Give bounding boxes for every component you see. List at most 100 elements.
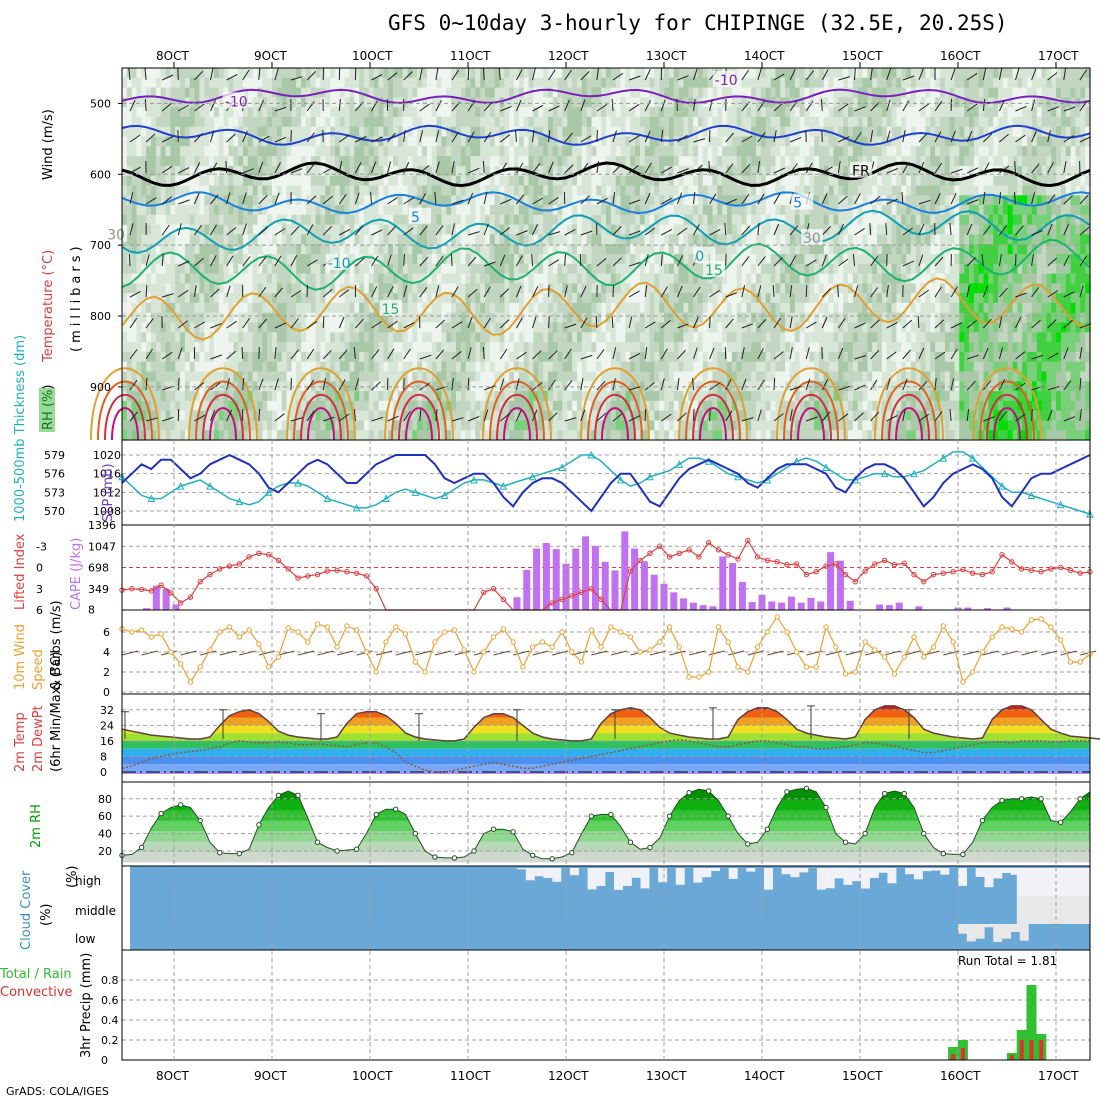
rh-cell [731, 420, 738, 431]
rh-cell [122, 68, 128, 79]
rh-cell [717, 87, 723, 98]
rh-cell [238, 214, 244, 226]
rh-cell [528, 136, 535, 147]
rh-cell [639, 283, 646, 294]
rh-cell [731, 312, 738, 324]
rh-cell [204, 107, 210, 118]
rh-cell [499, 391, 505, 402]
rh-cell [712, 342, 718, 353]
rh-cell [664, 332, 670, 343]
rh-cell [301, 165, 307, 177]
rh-cell [339, 410, 346, 421]
rh-cell [625, 146, 631, 157]
rh-cell [160, 322, 167, 333]
rh-cell [446, 107, 452, 118]
rh-cell [126, 175, 133, 187]
rh-cell [470, 234, 476, 245]
rh-cell [664, 156, 670, 167]
rh-cell [238, 381, 244, 392]
rh-cell [417, 430, 423, 441]
rh-cell [659, 332, 665, 343]
rh-cell [678, 322, 685, 333]
rh-cell [509, 430, 515, 441]
rh-cell [397, 116, 404, 128]
rh-cell [552, 68, 559, 79]
rh-cell [572, 97, 578, 108]
rh-cell [310, 185, 317, 196]
rh-cell [286, 87, 293, 98]
rh-cell [426, 351, 433, 363]
rh-cell [470, 68, 476, 79]
rh-cell [441, 107, 447, 118]
rh-cell [272, 371, 278, 382]
rh-cell [707, 420, 714, 431]
rh-cell [291, 351, 297, 363]
rh-cell [518, 430, 525, 441]
rh-cell [688, 205, 694, 216]
rh-cell [151, 205, 157, 216]
rh-cell [388, 430, 394, 441]
rh-cell [165, 410, 172, 421]
rh-cell [402, 391, 409, 402]
rh-cell [688, 342, 694, 353]
rh-cell [160, 420, 167, 431]
rh-cell [368, 430, 375, 441]
rh-cell [233, 420, 239, 431]
rh-cell [606, 244, 612, 255]
rh-cell [698, 342, 704, 353]
rh-cell [378, 371, 384, 382]
rh-cell [610, 68, 617, 79]
rh-cell [615, 68, 622, 79]
rh-cell [722, 371, 728, 382]
rh-cell [451, 116, 457, 128]
rh-cell [649, 116, 656, 128]
rh-cell [301, 254, 307, 265]
rh-cell [489, 293, 496, 304]
rh-cell [596, 205, 602, 216]
rh-cell [436, 87, 443, 98]
rh-cell [649, 351, 656, 363]
rh-cell [601, 283, 607, 294]
rh-cell [252, 195, 259, 206]
rh-cell [596, 283, 602, 294]
rh-cell [678, 68, 685, 79]
rh-cell [310, 87, 317, 98]
rh-cell [301, 214, 307, 226]
rh-cell [344, 126, 351, 138]
rh-cell [688, 283, 694, 294]
rh-cell [673, 391, 680, 402]
rh-cell [683, 332, 689, 343]
rh-cell [712, 430, 718, 441]
rh-cell [630, 185, 636, 196]
rh-cell [276, 361, 283, 373]
rh-cell [673, 165, 680, 177]
rh-cell [310, 430, 317, 441]
rh-cell [756, 116, 762, 128]
rh-cell [465, 156, 472, 167]
rh-cell [305, 342, 312, 353]
rh-cell [557, 391, 564, 402]
rh-cell [722, 116, 728, 128]
rh-cell [664, 175, 670, 187]
rh-cell [243, 234, 249, 245]
rh-cell [518, 77, 525, 89]
rh-cell [209, 244, 215, 255]
rh-cell [218, 214, 225, 226]
rh-cell [397, 342, 404, 353]
rh-cell [456, 400, 462, 412]
rh-cell [305, 273, 312, 284]
rh-cell [335, 391, 341, 402]
rh-cell [533, 293, 539, 304]
rh-cell [194, 361, 201, 373]
rh-cell [620, 263, 626, 275]
rh-cell [683, 302, 689, 314]
rh-cell [751, 116, 757, 128]
rh-cell [712, 283, 718, 294]
rh-cell [364, 263, 370, 275]
rh-cell [664, 68, 670, 79]
rh-cell [504, 371, 510, 382]
rh-cell [489, 273, 496, 284]
rh-cell [727, 312, 733, 324]
rh-cell [606, 175, 612, 187]
rh-cell [209, 273, 215, 284]
